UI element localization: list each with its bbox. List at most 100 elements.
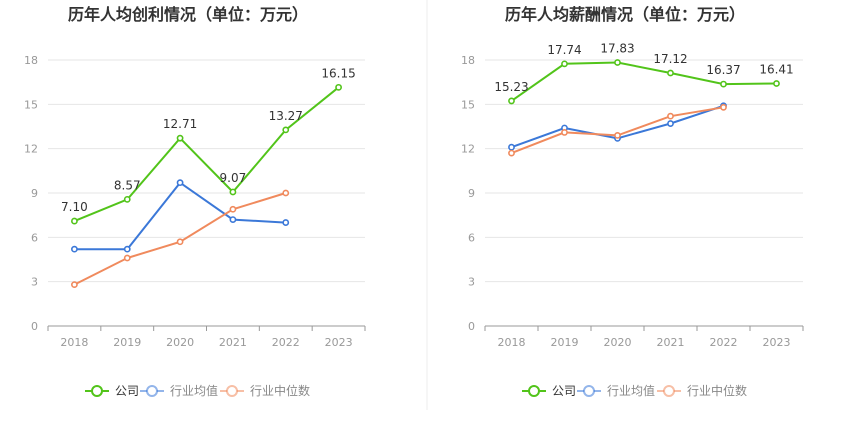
x-tick-label: 2020 (604, 336, 632, 349)
x-tick-label: 2020 (166, 336, 194, 349)
y-tick-label: 15 (24, 98, 38, 111)
x-tick-label: 2022 (272, 336, 300, 349)
x-tick-label: 2021 (657, 336, 685, 349)
legend-swatch-marker (91, 385, 103, 397)
y-tick-label: 12 (461, 143, 475, 156)
data-point-industry_avg (508, 143, 515, 151)
y-axis: 0 3 6 9 12 15 18 (461, 54, 475, 333)
data-point-company (720, 80, 727, 88)
data-label: 16.41 (759, 62, 793, 76)
data-point-company (176, 134, 184, 142)
y-tick-label: 12 (24, 143, 38, 156)
legend-item-industry_median[interactable]: 行业中位数 (657, 383, 747, 398)
legend-swatch-marker (583, 385, 595, 397)
data-point-company (508, 97, 515, 105)
y-tick-label: 9 (31, 187, 38, 200)
series-layer: 7.10 8.57 12.71 9.07 13.27 16.15 (61, 66, 356, 289)
data-point-industry_median (229, 205, 237, 213)
y-tick-label: 9 (468, 187, 475, 200)
series-line-company (510, 61, 777, 102)
data-point-company (667, 69, 674, 77)
legend-item-company[interactable]: 公司 (85, 384, 139, 398)
data-label: 8.57 (114, 178, 141, 192)
data-label: 17.83 (600, 42, 634, 56)
legend-label: 行业均值 (170, 383, 218, 398)
legend-label: 公司 (115, 384, 139, 398)
legend-label: 行业中位数 (250, 383, 310, 398)
legend-swatch-marker (146, 385, 158, 397)
y-axis: 0 3 6 9 12 15 18 (24, 54, 38, 333)
data-label: 16.15 (321, 66, 355, 80)
y-tick-label: 0 (31, 320, 38, 333)
chart-title: 历年人均创利情况（单位：万元） (68, 5, 308, 24)
legend: 公司 行业均值 行业中位数 (522, 383, 747, 398)
series-layer: 15.23 17.74 17.83 17.12 16.37 16.41 (494, 42, 794, 157)
series-line-company (74, 86, 340, 223)
data-point-industry_avg (123, 245, 131, 253)
data-point-industry_median (282, 189, 290, 197)
y-tick-label: 0 (468, 320, 475, 333)
legend-swatch-marker (663, 385, 675, 397)
data-point-industry_median (176, 238, 184, 246)
data-point-industry_median (720, 103, 727, 111)
legend-label: 公司 (552, 384, 576, 398)
legend-item-industry_median[interactable]: 行业中位数 (220, 383, 310, 398)
data-point-industry_avg (229, 216, 237, 223)
x-axis-ticks: 2018 2019 2020 2021 2022 2023 (60, 336, 352, 349)
data-point-industry_median (508, 149, 515, 157)
data-label: 12.71 (163, 117, 197, 131)
data-label: 16.37 (706, 63, 740, 77)
y-tick-label: 6 (31, 231, 38, 244)
legend-swatch-marker (226, 385, 238, 397)
data-label: 17.74 (547, 43, 581, 57)
data-label: 17.12 (653, 52, 687, 66)
data-point-company (229, 188, 237, 196)
chart-title: 历年人均薪酬情况（单位：万元） (505, 5, 745, 24)
legend-label: 行业中位数 (687, 383, 747, 398)
data-point-industry_median (123, 254, 131, 262)
data-point-industry_median (667, 112, 674, 120)
legend-item-company[interactable]: 公司 (522, 384, 576, 398)
legend: 公司 行业均值 行业中位数 (85, 383, 310, 398)
data-point-industry_median (614, 131, 621, 139)
x-tick-label: 2023 (325, 336, 353, 349)
y-tick-label: 3 (31, 276, 38, 289)
data-label: 13.27 (269, 109, 303, 123)
legend-item-industry_avg[interactable]: 行业均值 (577, 383, 655, 398)
data-point-company (282, 126, 290, 134)
legend-swatch-marker (528, 385, 540, 397)
y-tick-label: 18 (461, 54, 475, 67)
legend-item-industry_avg[interactable]: 行业均值 (140, 383, 218, 398)
data-label: 15.23 (494, 80, 528, 94)
y-tick-label: 15 (461, 98, 475, 111)
grid (485, 59, 803, 283)
x-tick-label: 2018 (60, 336, 88, 349)
y-tick-label: 3 (468, 276, 475, 289)
x-tick-label: 2018 (498, 336, 526, 349)
data-point-industry_avg (667, 120, 674, 127)
data-point-company (561, 60, 568, 68)
data-label: 7.10 (61, 200, 88, 214)
x-axis (47, 325, 366, 331)
data-point-company (335, 83, 342, 91)
legend-label: 行业均值 (607, 383, 655, 398)
data-point-company (123, 195, 131, 203)
x-tick-label: 2019 (551, 336, 579, 349)
x-tick-label: 2022 (710, 336, 738, 349)
x-tick-label: 2021 (219, 336, 247, 349)
grid (48, 59, 365, 283)
x-axis-ticks: 2018 2019 2020 2021 2022 2023 (498, 336, 791, 349)
data-point-company (71, 217, 78, 225)
series-line-industry_median (511, 106, 724, 155)
data-label: 9.07 (220, 171, 247, 185)
data-point-company (614, 59, 621, 66)
data-point-industry_avg (176, 179, 184, 187)
y-tick-label: 6 (468, 231, 475, 244)
data-point-industry_median (71, 281, 78, 289)
x-tick-label: 2023 (763, 336, 791, 349)
data-point-industry_avg (71, 245, 78, 253)
